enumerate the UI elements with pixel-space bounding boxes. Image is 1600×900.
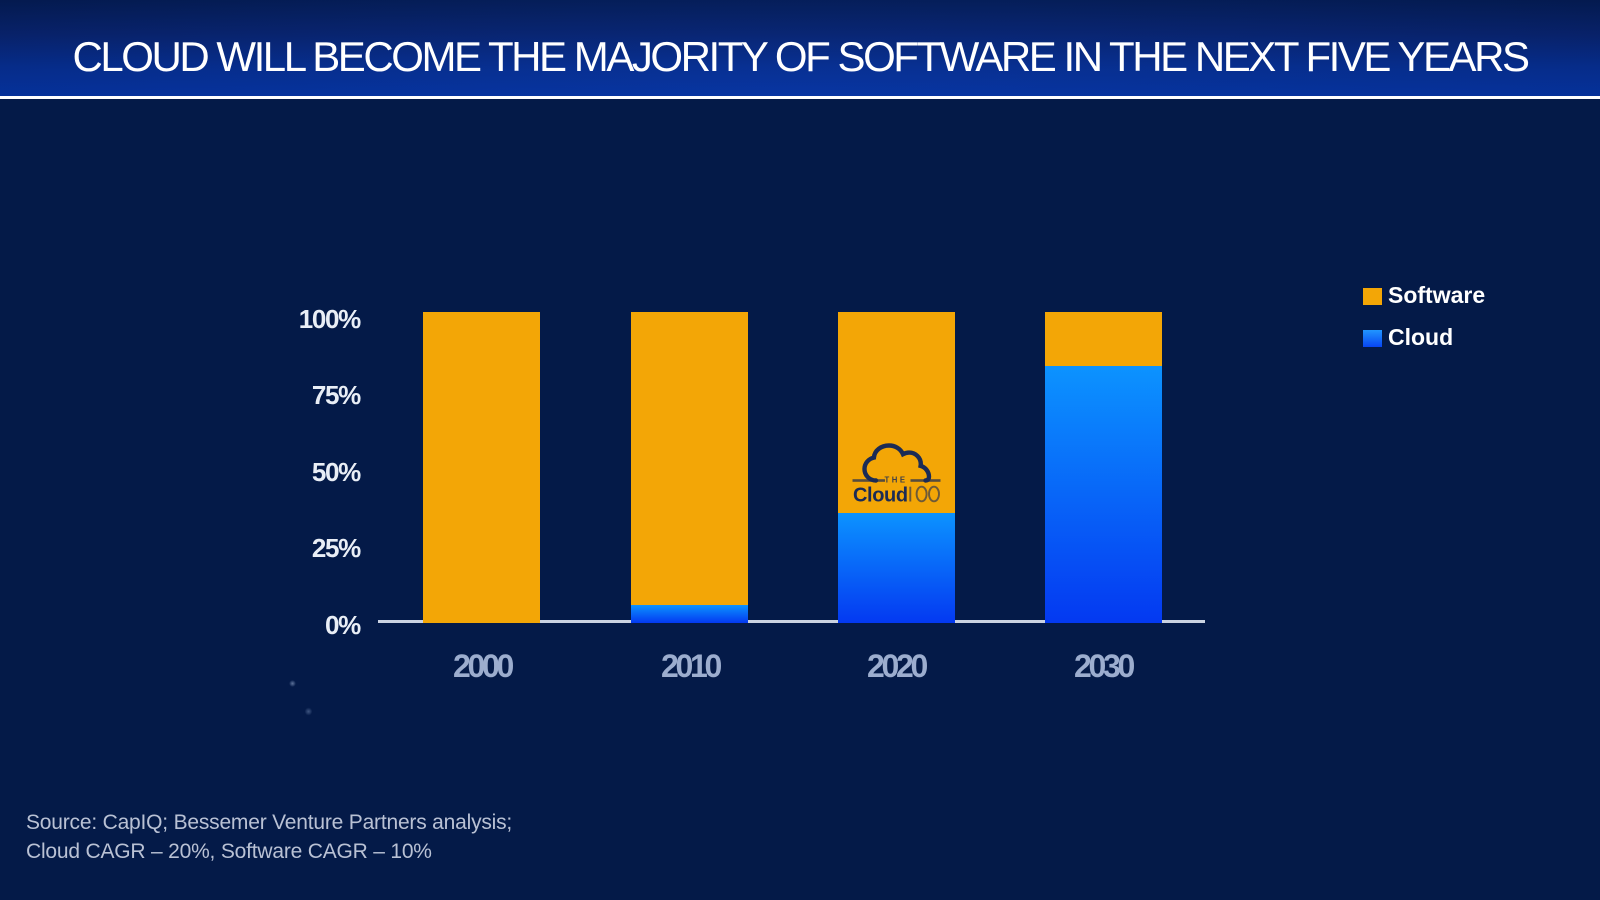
svg-text:THE: THE xyxy=(884,475,907,484)
svg-text:Cloud: Cloud xyxy=(853,485,908,506)
